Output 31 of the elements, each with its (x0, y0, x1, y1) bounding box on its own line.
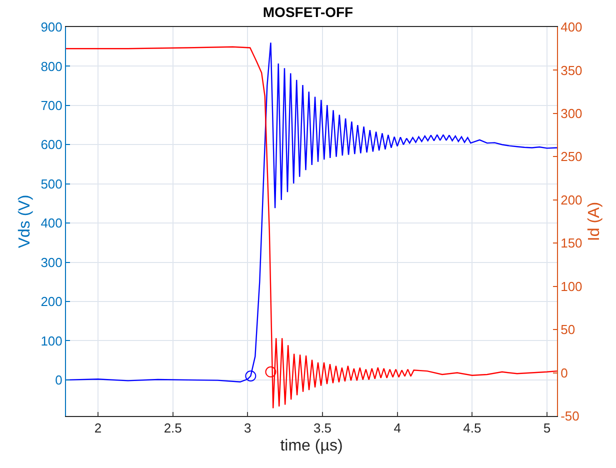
y-tick-label: 400 (40, 216, 62, 231)
y2-tick-label: 350 (560, 62, 582, 78)
y2-tick-label: 300 (560, 106, 582, 121)
x-tick-label: 2.5 (164, 420, 182, 436)
y-tick-label: 900 (40, 20, 62, 35)
y-tick-label: 300 (40, 254, 62, 270)
x-tick-label: 2 (94, 420, 102, 436)
y2-tick-label: 50 (560, 322, 576, 338)
y-tick-label: 200 (40, 294, 62, 310)
y-axis-title: Vds (V) (16, 194, 34, 248)
y-tick-label: 700 (40, 98, 62, 113)
y2-tick-label: 0 (560, 365, 568, 380)
y-tick-label: 500 (40, 176, 62, 192)
x-tick-label: 5 (543, 420, 551, 436)
y2-tick-label: 200 (560, 192, 582, 208)
y-tick-label: 800 (40, 58, 62, 74)
y2-axis-title: Id (A) (586, 202, 604, 242)
y2-tick-label: 400 (560, 20, 582, 35)
x-axis-title: time (µs) (280, 437, 343, 454)
y-tick-label: 100 (40, 333, 62, 348)
y-tick-label: 600 (40, 137, 62, 152)
x-tick-label: 4 (394, 420, 401, 436)
y2-tick-label: -50 (560, 408, 580, 424)
y2-tick-label: 250 (560, 149, 582, 164)
y2-tick-label: 150 (560, 236, 582, 251)
x-tick-label: 3 (244, 420, 252, 436)
y-tick-label: 0 (55, 372, 62, 388)
chart-title: MOSFET-OFF (262, 4, 354, 20)
x-tick-label: 4.5 (463, 420, 482, 436)
x-tick-label: 3.5 (313, 420, 332, 436)
y2-tick-label: 100 (560, 278, 582, 294)
